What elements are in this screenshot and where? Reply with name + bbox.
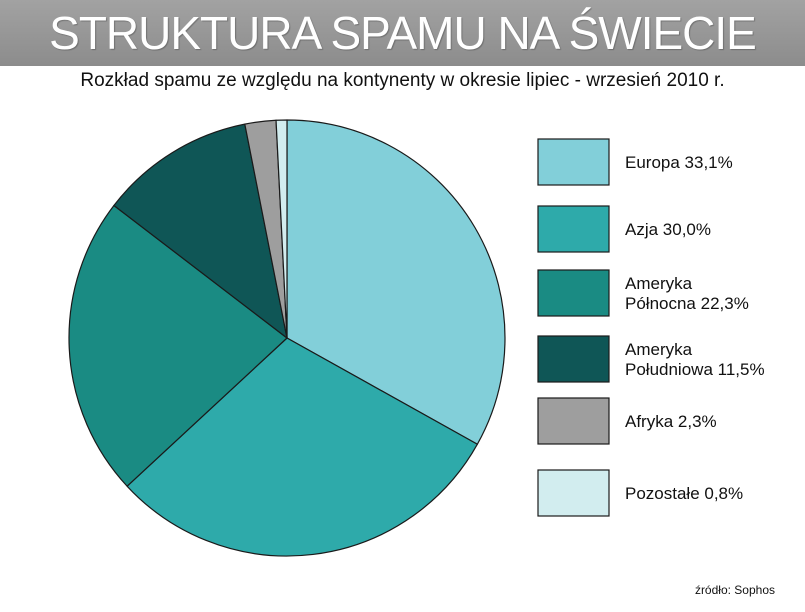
legend-label: Europa 33,1%: [625, 153, 733, 172]
legend-label: Pozostałe 0,8%: [625, 484, 743, 503]
legend-label: Afryka 2,3%: [625, 412, 717, 431]
source-note: źródło: Sophos: [694, 583, 775, 597]
legend-swatch: [537, 335, 610, 383]
pie-slice: [113, 123, 288, 339]
legend-label: Azja 30,0%: [625, 220, 711, 239]
legend-label: Ameryka Północna 22,3%: [625, 274, 749, 313]
chart-subtitle: Rozkład spamu ze względu na kontynenty w…: [80, 70, 725, 91]
legend-label: Ameryka Południowa 11,5%: [625, 340, 765, 379]
title-bar: STRUKTURA SPAMU NA ŚWIECIE: [0, 0, 805, 66]
legend-swatch: [537, 397, 610, 445]
legend-swatch: [537, 269, 610, 317]
legend-swatch: [537, 469, 610, 517]
legend-swatch: [537, 205, 610, 253]
page-title: STRUKTURA SPAMU NA ŚWIECIE: [49, 7, 757, 59]
pie-slice: [286, 119, 506, 445]
pie-slice: [275, 119, 288, 339]
legend-swatch: [537, 138, 610, 186]
pie-slice: [68, 204, 288, 487]
pie-slice: [126, 337, 478, 557]
